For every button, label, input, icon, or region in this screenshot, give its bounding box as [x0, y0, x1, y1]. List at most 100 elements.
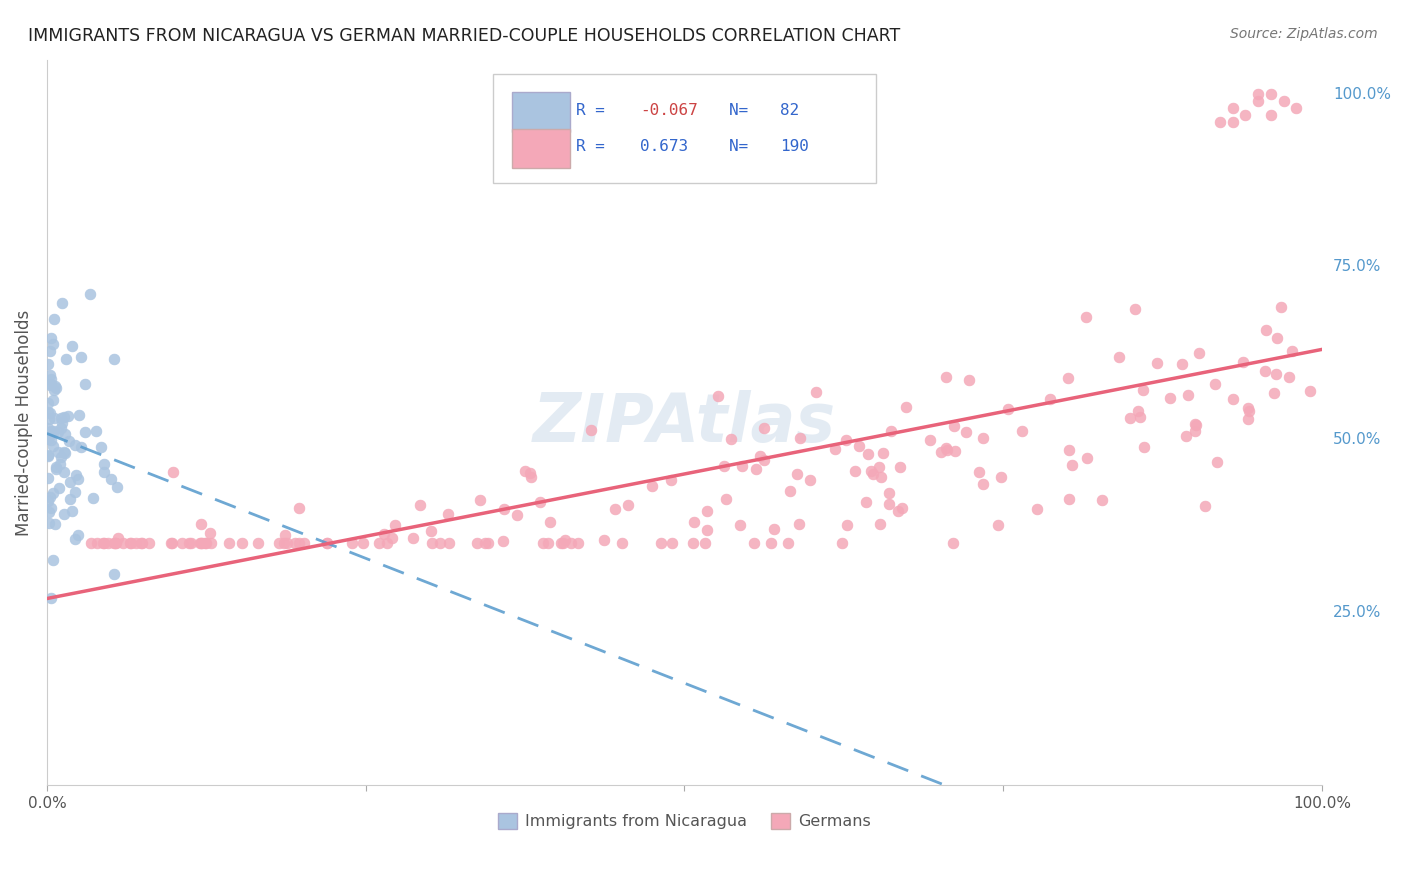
- Point: [1281, 344, 1303, 359]
- Point: [190, 536, 212, 550]
- Point: [373, 526, 395, 541]
- Point: [41, 439, 63, 453]
- Point: [1177, 388, 1199, 402]
- Point: [37, 395, 59, 409]
- Point: [218, 536, 240, 550]
- Point: [131, 536, 153, 550]
- Text: 25.0%: 25.0%: [1333, 605, 1381, 620]
- Point: [1270, 300, 1292, 314]
- Point: [1272, 94, 1295, 108]
- Point: [42, 553, 65, 567]
- Point: [56, 409, 79, 423]
- Point: [37, 421, 59, 435]
- Point: [73, 425, 96, 439]
- Point: [987, 518, 1010, 533]
- Point: [799, 473, 821, 487]
- Point: [997, 402, 1019, 417]
- Point: [276, 536, 298, 550]
- Point: [1108, 350, 1130, 364]
- Point: [835, 517, 858, 532]
- Point: [1159, 391, 1181, 405]
- Point: [1184, 417, 1206, 432]
- Point: [868, 460, 890, 475]
- Point: [745, 462, 768, 476]
- Point: [37, 448, 59, 462]
- Point: [172, 536, 194, 550]
- Point: [1237, 401, 1260, 416]
- Point: [38, 490, 60, 504]
- Point: [1184, 424, 1206, 438]
- FancyBboxPatch shape: [512, 128, 569, 169]
- Point: [42, 411, 65, 425]
- Point: [1264, 367, 1286, 381]
- Point: [53, 444, 76, 458]
- Point: [191, 536, 214, 550]
- Text: 50.0%: 50.0%: [1333, 433, 1381, 447]
- Point: [80, 536, 103, 550]
- Point: [39, 424, 62, 438]
- Point: [53, 446, 76, 460]
- Point: [1132, 383, 1154, 397]
- Point: [1026, 501, 1049, 516]
- Text: 100.0%: 100.0%: [1333, 87, 1391, 102]
- Point: [55, 351, 77, 366]
- Point: [742, 536, 765, 550]
- Point: [713, 458, 735, 473]
- Point: [824, 442, 846, 457]
- Point: [918, 433, 941, 447]
- Text: N=: N=: [730, 103, 758, 118]
- Point: [477, 536, 499, 550]
- Point: [288, 501, 311, 516]
- Point: [474, 536, 496, 550]
- Point: [82, 491, 104, 506]
- Point: [696, 504, 718, 518]
- Point: [887, 504, 910, 518]
- Point: [855, 495, 877, 509]
- Point: [53, 466, 76, 480]
- Point: [682, 536, 704, 550]
- Point: [48, 481, 70, 495]
- Point: [39, 433, 62, 447]
- Point: [610, 536, 633, 550]
- Point: [728, 518, 751, 533]
- Point: [39, 377, 62, 392]
- Point: [38, 411, 60, 425]
- Point: [465, 536, 488, 550]
- Text: -0.067: -0.067: [640, 103, 697, 118]
- Point: [515, 464, 537, 478]
- Point: [70, 440, 93, 454]
- Point: [37, 432, 59, 446]
- Point: [60, 338, 83, 352]
- Point: [160, 536, 183, 550]
- Point: [37, 449, 59, 463]
- Point: [284, 536, 307, 550]
- Point: [714, 492, 737, 507]
- Point: [63, 484, 86, 499]
- Point: [65, 467, 87, 482]
- Point: [554, 533, 576, 548]
- Point: [429, 536, 451, 550]
- Point: [1205, 455, 1227, 469]
- Text: ZIPAtlas: ZIPAtlas: [533, 390, 837, 456]
- Point: [90, 440, 112, 454]
- Point: [124, 536, 146, 550]
- Point: [877, 497, 900, 511]
- Point: [877, 486, 900, 500]
- Point: [787, 516, 810, 531]
- Point: [107, 531, 129, 545]
- Point: [942, 418, 965, 433]
- Point: [1222, 392, 1244, 406]
- Point: [42, 337, 65, 351]
- Point: [79, 287, 101, 301]
- Point: [1185, 418, 1208, 433]
- Point: [894, 401, 917, 415]
- Point: [118, 536, 141, 550]
- Point: [1232, 354, 1254, 368]
- Point: [58, 434, 80, 448]
- Point: [567, 536, 589, 550]
- Point: [39, 371, 62, 385]
- Point: [104, 536, 127, 550]
- Point: [492, 534, 515, 549]
- Point: [752, 421, 775, 435]
- Point: [1222, 115, 1244, 129]
